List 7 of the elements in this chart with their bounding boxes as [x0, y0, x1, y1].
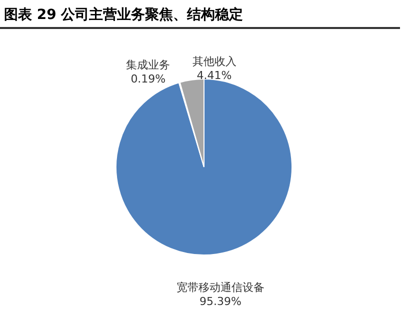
slice-label: 其他收入 [192, 55, 236, 68]
data-label: 4.41% [196, 69, 232, 82]
slice-label: 宽带移动通信设备 [176, 280, 264, 294]
chart-title: 图表 29 公司主营业务聚焦、结构稳定 [0, 0, 400, 29]
data-label: 0.19% [130, 72, 166, 86]
data-label: 95.39% [199, 294, 242, 308]
slice-label: 集成业务 [126, 58, 170, 72]
